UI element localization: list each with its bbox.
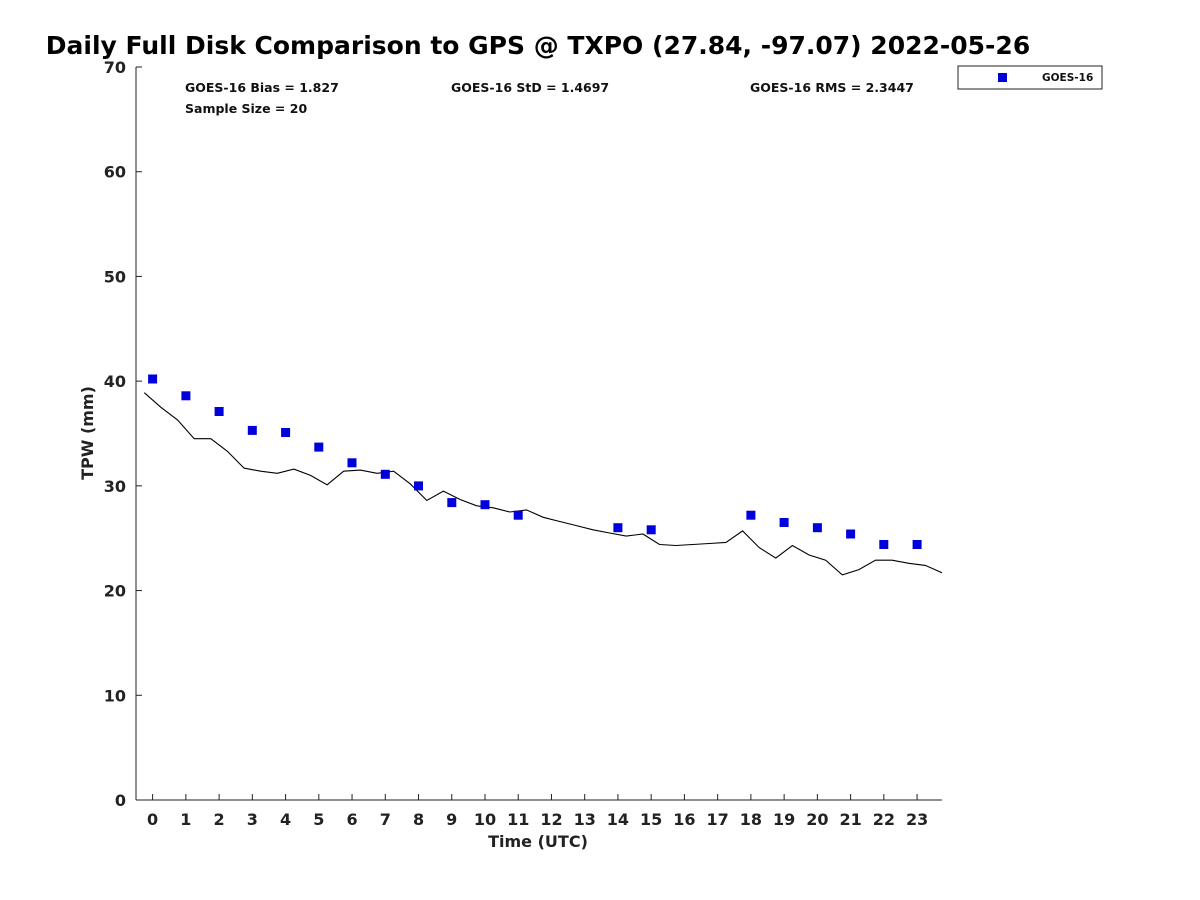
goes16-data-point: [380, 469, 390, 479]
goes16-data-point: [513, 510, 523, 520]
x-tick-label: 23: [906, 810, 928, 829]
gps-reference-line: [143, 392, 943, 576]
goes16-data-point: [447, 498, 457, 508]
goes16-data-point: [912, 540, 922, 549]
bias-stat: GOES-16 Bias = 1.827: [185, 80, 339, 95]
std-stat: GOES-16 StD = 1.4697: [451, 80, 609, 95]
x-tick-label: 3: [247, 810, 258, 829]
x-tick-label: 12: [540, 810, 562, 829]
x-tick-label: 13: [574, 810, 596, 829]
legend-box: [957, 65, 1103, 90]
y-tick-label: 0: [115, 791, 126, 810]
legend-marker-goes16: [998, 73, 1007, 82]
goes16-data-point: [646, 525, 656, 535]
plot-area: [143, 374, 943, 576]
x-tick-label: 21: [839, 810, 861, 829]
y-tick-label: 40: [104, 372, 126, 391]
x-tick-label: 1: [180, 810, 191, 829]
x-tick-label: 11: [507, 810, 529, 829]
axes: [135, 67, 942, 801]
rms-stat: GOES-16 RMS = 2.3447: [750, 80, 914, 95]
goes16-data-point: [480, 500, 490, 510]
goes16-data-point: [281, 428, 291, 437]
goes16-data-point: [779, 518, 789, 527]
legend: GOES-16: [957, 65, 1103, 90]
legend-label-goes16: GOES-16: [1042, 72, 1093, 84]
y-tick-label: 30: [104, 477, 126, 496]
y-ticks: 0 10 20 30 40 50 60 70: [104, 58, 142, 810]
goes16-data-point: [812, 523, 822, 533]
y-tick-label: 20: [104, 582, 126, 601]
goes16-data-point: [613, 523, 623, 533]
x-tick-label: 9: [446, 810, 457, 829]
goes16-data-point: [879, 540, 889, 549]
x-tick-label: 19: [773, 810, 795, 829]
goes16-data-point: [214, 407, 224, 416]
x-tick-label: 14: [607, 810, 629, 829]
stats-annotations: GOES-16 Bias = 1.827 GOES-16 StD = 1.469…: [185, 80, 914, 116]
x-tick-label: 2: [214, 810, 225, 829]
goes16-data-point: [347, 458, 357, 468]
x-tick-label: 5: [313, 810, 324, 829]
x-tick-label: 17: [707, 810, 729, 829]
y-axis-label: TPW (mm): [78, 386, 97, 480]
x-ticks: 0 1 2 3 4 5 6 7 8 9 10 11 12 13 14 15 16 17 18 19 20 21 22 23: [147, 794, 928, 829]
x-tick-label: 22: [873, 810, 895, 829]
x-tick-label: 4: [280, 810, 291, 829]
goes16-data-point: [181, 391, 191, 401]
y-tick-label: 60: [104, 163, 126, 182]
goes16-data-point: [314, 442, 324, 452]
x-tick-label: 7: [380, 810, 391, 829]
goes16-data-point: [247, 425, 257, 435]
goes16-data-point: [846, 529, 856, 539]
x-axis-label: Time (UTC): [488, 832, 588, 851]
x-tick-label: 10: [474, 810, 496, 829]
y-tick-label: 10: [104, 686, 126, 705]
goes16-data-point: [148, 374, 158, 384]
x-tick-label: 18: [740, 810, 762, 829]
goes16-data-point: [746, 510, 756, 520]
x-tick-label: 0: [147, 810, 158, 829]
sample-size-stat: Sample Size = 20: [185, 101, 307, 116]
chart-title: Daily Full Disk Comparison to GPS @ TXPO…: [46, 31, 1030, 60]
goes16-data-point: [414, 481, 423, 491]
x-tick-label: 20: [806, 810, 828, 829]
x-tick-label: 16: [673, 810, 695, 829]
y-tick-label: 50: [104, 267, 126, 286]
y-tick-label: 70: [104, 58, 126, 77]
x-tick-label: 8: [413, 810, 424, 829]
x-tick-label: 6: [346, 810, 357, 829]
x-tick-label: 15: [640, 810, 662, 829]
